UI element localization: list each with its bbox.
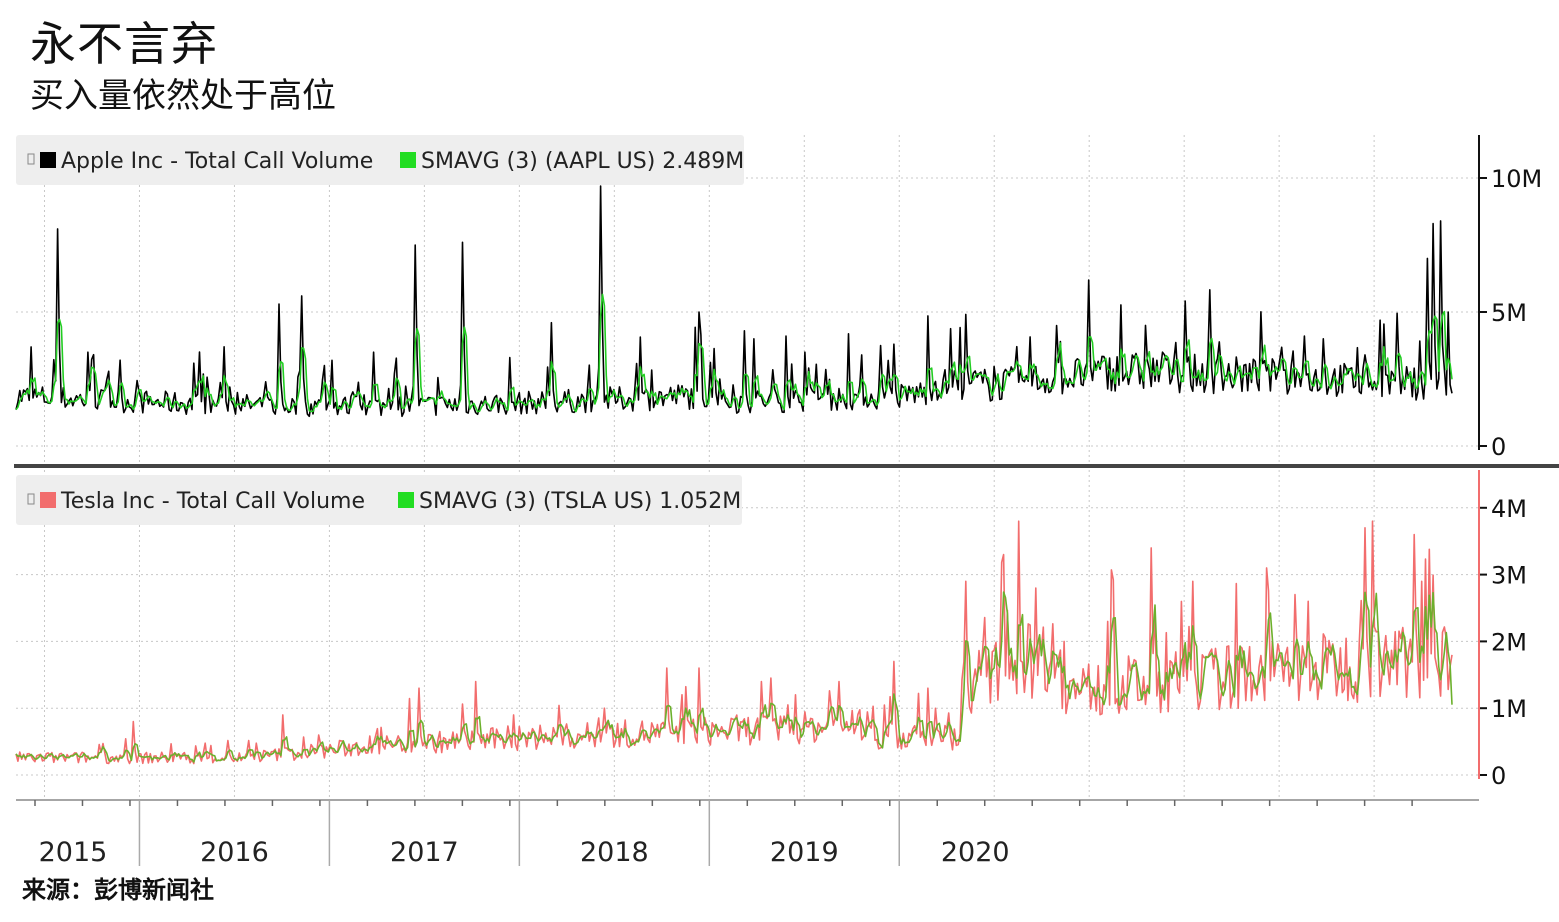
smavg-line-top <box>15 293 1453 413</box>
y-tick-label: 2M <box>1491 628 1527 656</box>
x-tick-label: 2015 <box>39 837 108 868</box>
legend-swatch <box>398 492 414 508</box>
legend-box <box>16 475 742 525</box>
legend-pin-icon <box>27 493 35 505</box>
y-tick-label: 10M <box>1491 165 1542 193</box>
x-tick-label: 2018 <box>580 837 649 868</box>
x-tick-label: 2020 <box>941 837 1010 868</box>
y-tick-label: 3M <box>1491 562 1527 590</box>
x-tick-label: 2017 <box>390 837 459 868</box>
volume-line-bottom <box>15 520 1453 765</box>
y-tick-label: 5M <box>1491 299 1527 327</box>
chart-subtitle: 买入量依然处于高位 <box>30 76 336 116</box>
legend-label: SMAVG (3) (AAPL US) 2.489M <box>421 149 744 174</box>
legend-pin-icon <box>27 153 35 165</box>
legend-layer: Apple Inc - Total Call Volume SMAVG (3) (… <box>16 135 744 525</box>
series-layer <box>15 185 1453 765</box>
y-tick-label: 4M <box>1491 495 1527 523</box>
legend-label: Apple Inc - Total Call Volume <box>61 149 373 174</box>
legend-label: Tesla Inc - Total Call Volume <box>60 489 365 514</box>
x-tick-label: 2016 <box>200 837 269 868</box>
y-tick-label: 0 <box>1491 433 1506 461</box>
axis-layer: 0 5M 10M 0 1M 2M 3M 4M 2015 2016 2017 2018 2019 2020 <box>14 135 1559 868</box>
chart-title: 永不言弃 <box>30 17 218 71</box>
legend-label: SMAVG (3) (TSLA US) 1.052M <box>419 489 741 514</box>
x-tick-label: 2019 <box>770 837 839 868</box>
legend-swatch <box>40 492 56 508</box>
volume-line-top <box>15 185 1453 418</box>
smavg-line-bottom <box>15 591 1453 763</box>
legend-box <box>16 135 744 185</box>
legend-swatch <box>400 152 416 168</box>
y-tick-label: 1M <box>1491 695 1527 723</box>
grid-layer <box>16 135 1479 800</box>
source-note: 来源：彭博新闻社 <box>22 875 214 904</box>
y-tick-label: 0 <box>1491 762 1506 790</box>
legend-swatch <box>40 152 56 168</box>
